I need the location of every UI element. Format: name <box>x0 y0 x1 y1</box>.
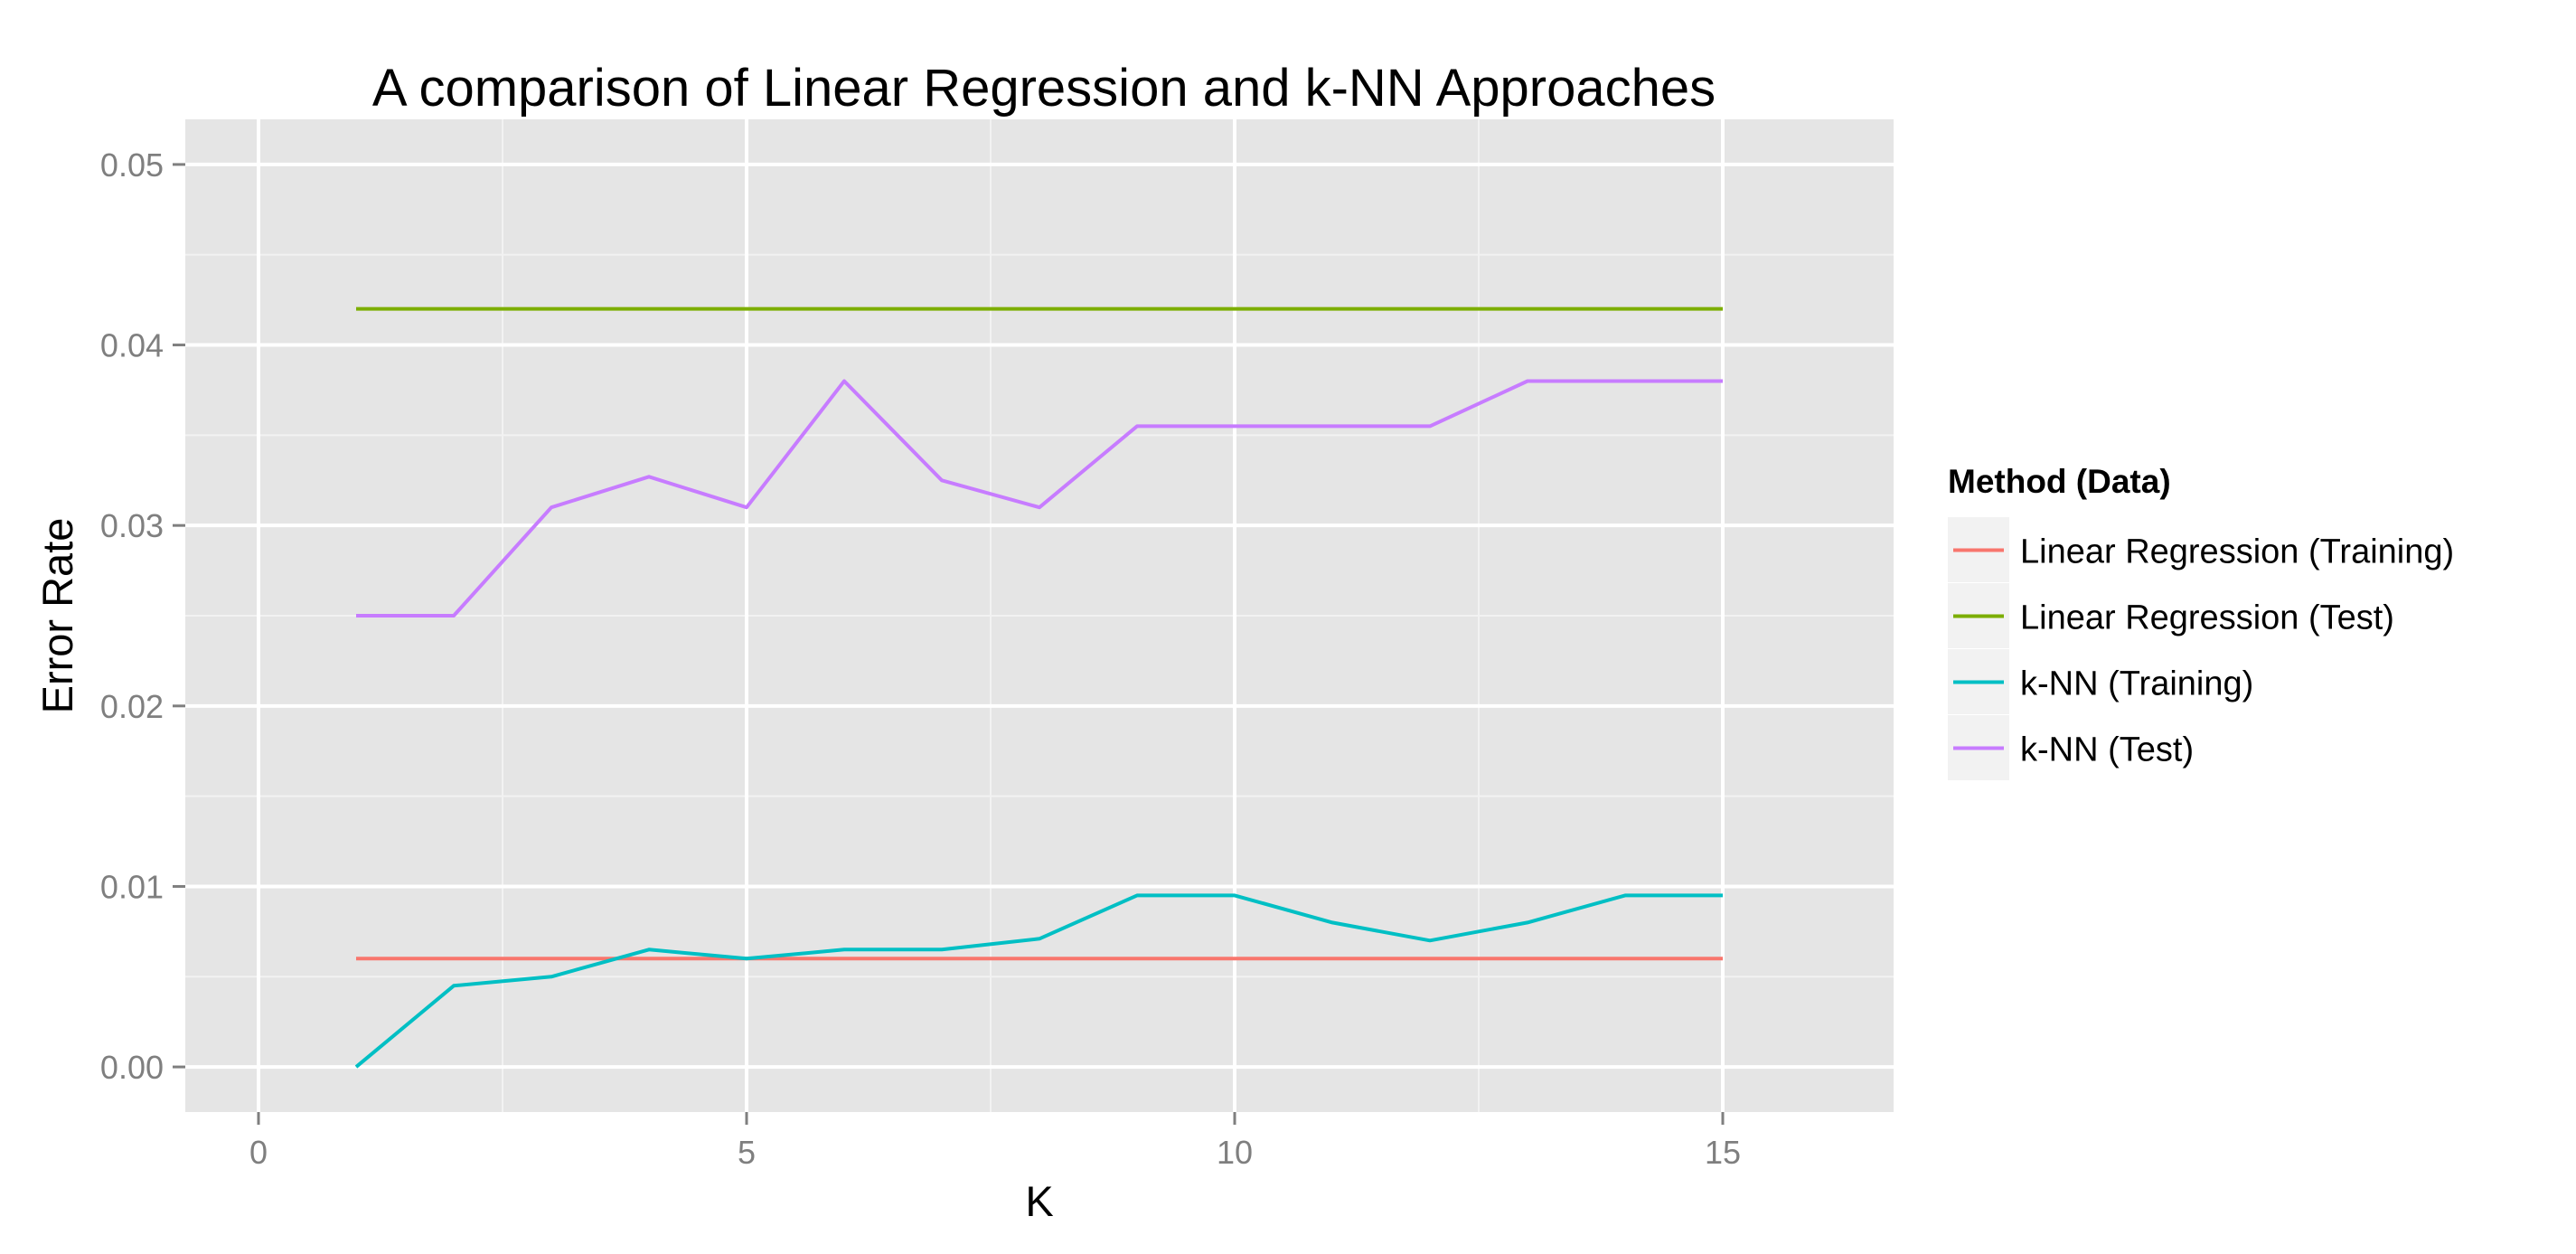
y-tick-label: 0.01 <box>100 868 164 905</box>
y-tick-label: 0.00 <box>100 1049 164 1086</box>
x-tick-label: 10 <box>1217 1134 1253 1171</box>
y-axis-title: Error Rate <box>33 518 81 714</box>
series-line-k-nn-training <box>354 893 1723 1069</box>
chart-title: A comparison of Linear Regression and k-… <box>372 59 1716 118</box>
y-tick-label: 0.03 <box>100 507 164 544</box>
x-tick-label: 0 <box>249 1134 268 1171</box>
axis-ticks: 0.00 0.01 0.02 0.03 0.04 0.05 0 5 10 15 <box>100 146 1741 1171</box>
legend-title: Method (Data) <box>1948 463 2171 500</box>
legend-label: k-NN (Training) <box>2020 665 2253 703</box>
series-line-k-nn-test <box>356 379 1723 618</box>
series-lines <box>354 306 1723 1069</box>
legend-label: Linear Regression (Training) <box>2020 533 2454 571</box>
legend-label: k-NN (Test) <box>2020 731 2194 769</box>
x-tick-label: 15 <box>1705 1134 1741 1171</box>
y-tick-label: 0.04 <box>100 327 164 364</box>
y-tick-label: 0.02 <box>100 688 164 725</box>
x-tick-label: 5 <box>738 1134 756 1171</box>
grid-lines <box>185 119 1894 1112</box>
legend-label: Linear Regression (Test) <box>2020 599 2394 637</box>
legend-items: Linear Regression (Training) Linear Regre… <box>1948 517 2454 780</box>
x-axis-title: K <box>1025 1177 1053 1225</box>
legend: Method (Data) Linear Regression (Trainin… <box>1948 463 2454 780</box>
y-tick-label: 0.05 <box>100 146 164 184</box>
